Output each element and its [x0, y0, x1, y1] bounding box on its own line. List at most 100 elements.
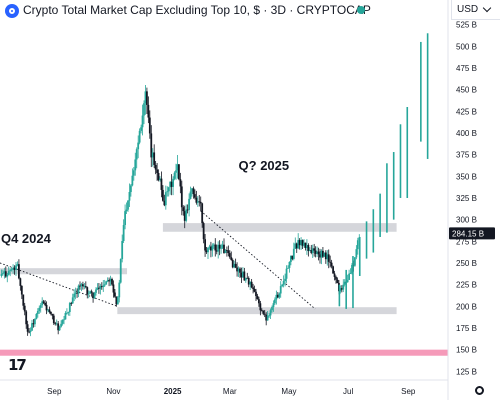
- zones-layer: [0, 223, 448, 356]
- candle-body: [132, 170, 135, 176]
- candle: [259, 300, 262, 316]
- market-status-dot: [357, 6, 365, 14]
- candle: [39, 303, 42, 313]
- candle: [266, 311, 269, 321]
- y-tick-label: 525 B: [456, 21, 477, 30]
- candle: [3, 267, 6, 279]
- candle: [282, 275, 285, 288]
- candle-body: [125, 209, 128, 212]
- candle: [199, 196, 202, 212]
- candle: [322, 246, 324, 258]
- candle: [332, 265, 334, 274]
- currency-button[interactable]: USD: [451, 0, 500, 20]
- candle: [326, 250, 329, 266]
- candle: [176, 154, 179, 179]
- candle: [153, 144, 156, 169]
- candle-body: [234, 263, 237, 268]
- candle: [198, 195, 201, 207]
- candle-body: [260, 310, 263, 312]
- candle: [150, 125, 153, 168]
- candle-body: [47, 309, 49, 311]
- candle-body: [102, 285, 105, 288]
- candle: [319, 248, 321, 264]
- candle-body: [224, 250, 227, 254]
- candle: [19, 277, 22, 291]
- candle: [32, 319, 35, 328]
- candle: [329, 255, 332, 268]
- candle-body: [223, 244, 225, 254]
- candle: [100, 282, 103, 290]
- y-tick-label: 175 B: [456, 324, 477, 333]
- candle-body: [218, 244, 221, 249]
- candle: [227, 245, 230, 257]
- candle: [20, 285, 23, 299]
- candle: [249, 281, 252, 291]
- candle: [156, 162, 158, 181]
- candle-body: [99, 286, 102, 289]
- candle: [87, 290, 90, 299]
- candle-body: [351, 264, 353, 274]
- crypto-cap-icon: [5, 4, 19, 18]
- candle-body: [202, 223, 205, 240]
- candle-body: [330, 262, 333, 267]
- candle: [179, 172, 182, 194]
- candle: [255, 288, 257, 302]
- candle: [112, 280, 115, 298]
- candle-body: [77, 285, 80, 294]
- candle: [268, 313, 270, 318]
- candle: [294, 237, 297, 250]
- candle: [224, 249, 227, 254]
- candle-body: [256, 296, 259, 300]
- candle: [96, 283, 99, 291]
- annotation-label: Q? 2025: [239, 158, 290, 173]
- candle: [284, 273, 286, 287]
- candle: [355, 245, 358, 260]
- candle: [70, 301, 73, 306]
- candle-body: [6, 274, 9, 277]
- candle-body: [253, 288, 256, 292]
- y-tick-label: 325 B: [456, 194, 477, 203]
- candle-body: [63, 319, 65, 321]
- candle-body: [34, 318, 36, 325]
- candle-body: [188, 198, 190, 210]
- candle: [22, 294, 25, 310]
- candle: [140, 124, 142, 134]
- candle: [111, 277, 113, 286]
- candle-body: [26, 324, 29, 332]
- candle-body: [185, 209, 188, 221]
- candle-body: [109, 278, 112, 282]
- candle-body: [258, 299, 260, 304]
- candle-body: [332, 266, 334, 274]
- candle: [226, 246, 228, 257]
- candle: [279, 281, 282, 298]
- candle: [317, 247, 320, 261]
- settings-button[interactable]: [470, 381, 488, 399]
- candle: [102, 279, 105, 292]
- candle-body: [294, 243, 297, 249]
- x-tick-label: Sep: [47, 387, 62, 396]
- candle: [191, 187, 193, 197]
- candles-layer: [0, 85, 361, 337]
- candle-body: [131, 175, 134, 186]
- candle-body: [137, 142, 140, 150]
- candle-body: [191, 188, 193, 192]
- candle-body: [274, 299, 276, 304]
- candle-body: [79, 285, 81, 287]
- candle-body: [66, 312, 68, 314]
- candle: [308, 247, 311, 252]
- candle: [42, 299, 45, 305]
- candle: [292, 242, 295, 261]
- candle-body: [111, 278, 113, 285]
- candle-body: [52, 315, 55, 324]
- candle: [269, 308, 272, 319]
- candle: [36, 308, 39, 318]
- candle: [233, 260, 236, 269]
- candle-body: [233, 263, 236, 268]
- candle-body: [115, 296, 118, 305]
- candle: [67, 311, 70, 316]
- candle: [169, 181, 172, 195]
- resistance-zone-left: [0, 268, 128, 275]
